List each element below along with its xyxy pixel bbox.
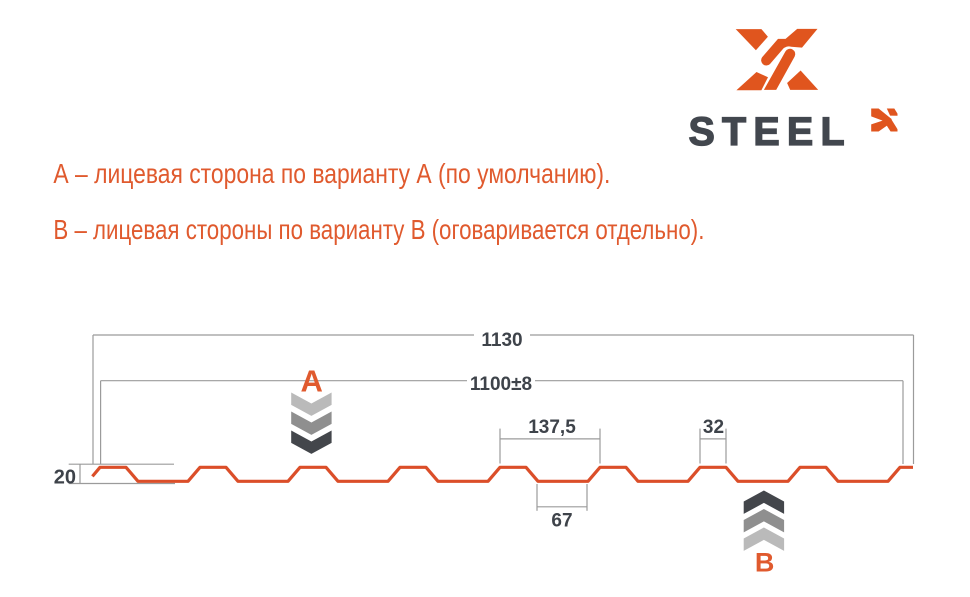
svg-text:137,5: 137,5	[528, 417, 576, 438]
svg-text:1100±8: 1100±8	[470, 374, 532, 395]
svg-text:STEEL: STEEL	[689, 110, 852, 154]
svg-text:20: 20	[54, 466, 76, 488]
svg-text:32: 32	[703, 417, 724, 438]
svg-text:В: В	[755, 547, 775, 577]
svg-text:67: 67	[551, 510, 572, 531]
svg-text:В – лицевая стороны по вариант: В – лицевая стороны по варианту В (огова…	[53, 214, 704, 245]
svg-text:А – лицевая сторона по вариант: А – лицевая сторона по варианту А (по ум…	[53, 158, 610, 189]
svg-text:А: А	[301, 363, 323, 398]
svg-text:1130: 1130	[481, 330, 522, 351]
